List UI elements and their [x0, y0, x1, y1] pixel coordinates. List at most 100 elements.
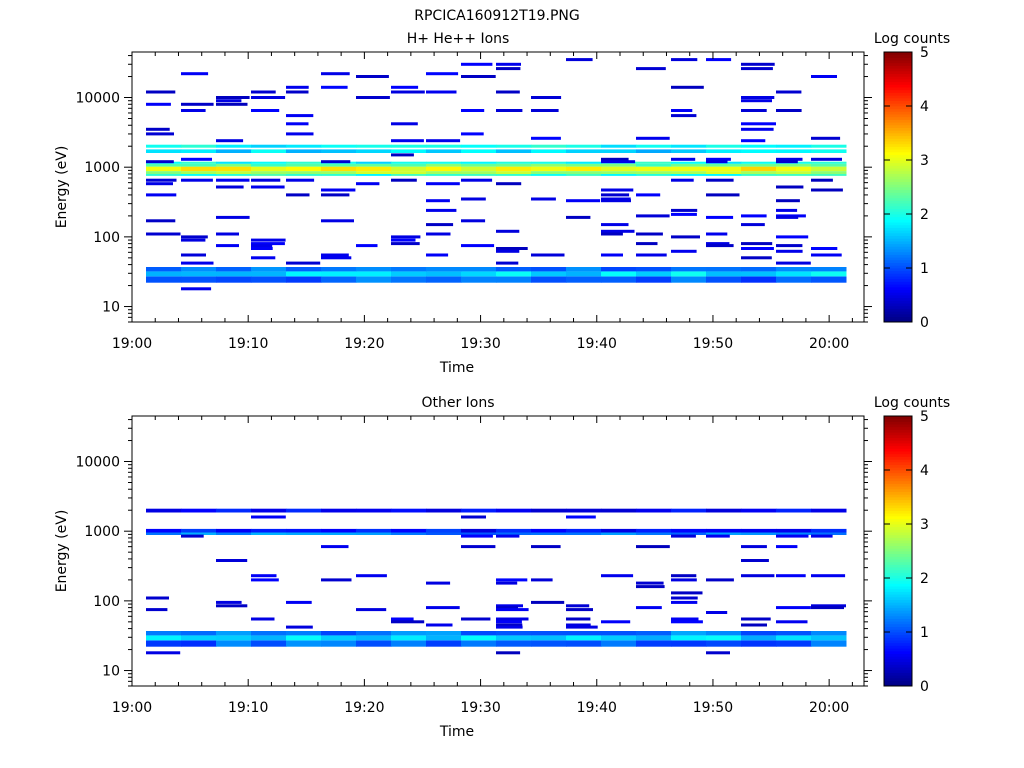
x-tick-label: 19:30	[460, 336, 500, 352]
heatmap-band-cell	[216, 173, 252, 176]
heatmap-band-cell	[146, 528, 182, 533]
heatmap-band-cell	[181, 149, 217, 153]
heatmap-band-cell	[531, 271, 567, 277]
colorbar-segment	[884, 246, 912, 250]
colorbar-segment	[884, 499, 912, 503]
colorbar-segment	[884, 292, 912, 296]
heatmap-sparse-cell	[251, 185, 285, 189]
heatmap-sparse-cell	[496, 651, 521, 655]
heatmap-sparse-cell	[251, 256, 276, 260]
heatmap-sparse-cell	[636, 581, 664, 585]
heatmap-band-cell	[741, 161, 777, 164]
heatmap-band-cell	[671, 640, 707, 647]
colorbar-segment	[884, 580, 912, 584]
colorbar-segment	[884, 122, 912, 126]
heatmap-sparse-cell	[286, 193, 310, 197]
colorbar-segment	[884, 464, 912, 468]
heatmap-sparse-cell	[706, 534, 730, 538]
colorbar-segment	[884, 219, 912, 223]
x-tick-label: 19:50	[693, 336, 733, 352]
heatmap-sparse-cell	[671, 109, 693, 112]
colorbar-segment	[884, 92, 912, 96]
heatmap-band-cell	[461, 635, 497, 641]
colorbar-segment	[884, 189, 912, 193]
heatmap-band-cell	[216, 171, 252, 174]
heatmap-band-cell	[391, 276, 427, 283]
x-tick-label: 19:40	[577, 336, 617, 352]
heatmap-sparse-cell	[181, 235, 208, 239]
colorbar-segment	[884, 542, 912, 546]
heatmap-sparse-cell	[496, 247, 528, 250]
colorbar-segment	[884, 146, 912, 150]
colorbar-segment	[884, 467, 912, 471]
heatmap-band-cell	[181, 640, 217, 647]
heatmap-band-cell	[216, 149, 252, 153]
heatmap-sparse-cell	[391, 242, 420, 246]
heatmap-sparse-cell	[566, 604, 590, 608]
heatmap-sparse-cell	[426, 581, 451, 585]
heatmap-sparse-cell	[671, 249, 697, 253]
heatmap-sparse-cell	[776, 90, 802, 94]
heatmap-band-cell	[706, 635, 742, 641]
heatmap-sparse-cell	[671, 578, 697, 582]
heatmap-band-cell	[741, 635, 777, 641]
heatmap-band-cell	[426, 508, 462, 513]
heatmap-band-cell	[181, 528, 217, 533]
heatmap-band-cell	[531, 149, 567, 153]
heatmap-band-cell	[356, 640, 392, 647]
colorbar-segment	[884, 89, 912, 93]
colorbar-label: Log counts	[874, 395, 950, 411]
figure-title: RPCICA160912T19.PNG	[414, 8, 579, 24]
heatmap-sparse-cell	[671, 178, 694, 182]
heatmap-band-cell	[811, 635, 847, 641]
colorbar-segment	[884, 426, 912, 430]
heatmap-band-cell	[461, 640, 497, 647]
heatmap-sparse-cell	[496, 249, 520, 253]
heatmap-band-cell	[531, 276, 567, 283]
heatmap-band-cell	[636, 532, 672, 535]
heatmap-band-cell	[391, 144, 427, 148]
panel-1: 19:00 19:10 19:20 19:30 19:40 19:50 20:0010100…	[54, 31, 950, 376]
colorbar-tick-label: 1	[920, 625, 929, 641]
heatmap-band-cell	[531, 631, 567, 636]
heatmap-band-cell	[601, 171, 637, 174]
heatmap-band-cell	[636, 173, 672, 176]
heatmap-sparse-cell	[286, 625, 313, 629]
colorbar-segment	[884, 205, 912, 209]
colorbar-segment	[884, 437, 912, 441]
colorbar-segment	[884, 211, 912, 215]
heatmap-sparse-cell	[671, 600, 698, 604]
colorbar-segment	[884, 281, 912, 285]
heatmap-band-cell	[531, 163, 567, 167]
heatmap-band-cell	[706, 532, 742, 535]
heatmap-sparse-cell	[286, 132, 314, 136]
colorbar-segment	[884, 57, 912, 61]
heatmap-band-cell	[181, 166, 217, 172]
heatmap-sparse-cell	[531, 136, 561, 140]
colorbar-segment	[884, 534, 912, 538]
heatmap-sparse-cell	[426, 606, 460, 610]
heatmap-sparse-cell	[216, 559, 248, 562]
heatmap-sparse-cell	[496, 620, 522, 624]
colorbar-tick-label: 4	[920, 463, 929, 479]
colorbar-segment	[884, 149, 912, 153]
heatmap-band-cell	[216, 508, 252, 513]
colorbar-label: Log counts	[874, 31, 950, 47]
heatmap-band-cell	[216, 144, 252, 148]
heatmap-band-cell	[601, 144, 637, 148]
heatmap-band-cell	[636, 271, 672, 277]
heatmap-band-cell	[391, 267, 427, 272]
heatmap-sparse-cell	[391, 178, 417, 182]
colorbar-segment	[884, 513, 912, 517]
heatmap-band-cell	[286, 635, 322, 641]
heatmap-sparse-cell	[636, 545, 670, 549]
colorbar-segment	[884, 87, 912, 91]
heatmap-band-cell	[251, 166, 287, 172]
colorbar-tick-label: 4	[920, 99, 929, 115]
colorbar-segment	[884, 114, 912, 118]
heatmap-band-cell	[216, 271, 252, 277]
colorbar-segment	[884, 459, 912, 463]
heatmap-band-cell	[216, 163, 252, 167]
heatmap-sparse-cell	[531, 96, 562, 99]
heatmap-band-cell	[671, 267, 707, 272]
